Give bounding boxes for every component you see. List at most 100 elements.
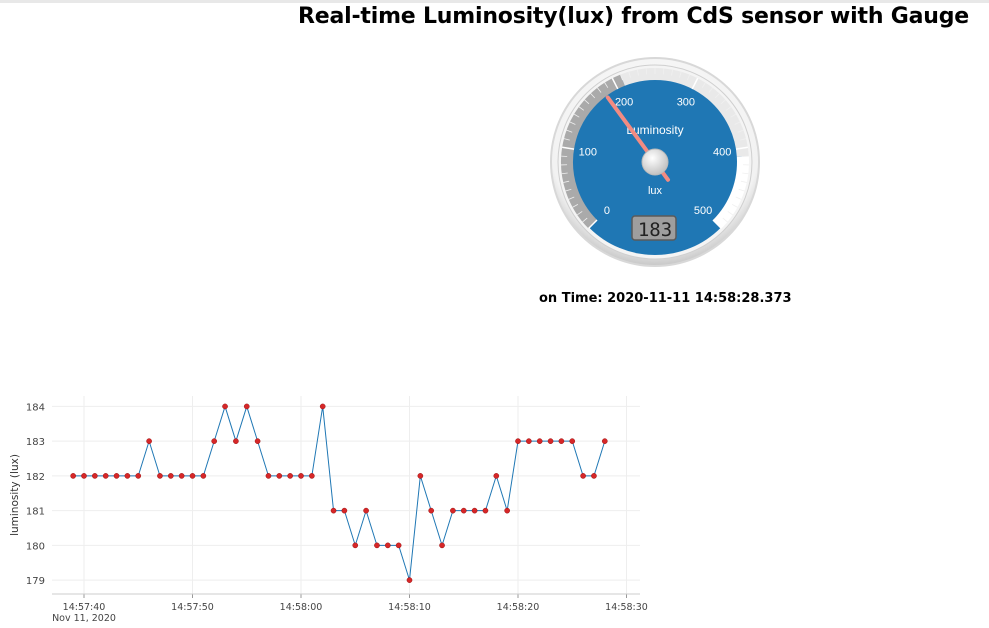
gauge-tick-label: 400 bbox=[713, 146, 731, 158]
data-point bbox=[515, 438, 521, 444]
y-tick-label: 180 bbox=[26, 541, 45, 552]
gauge-tick-label: 500 bbox=[694, 205, 712, 217]
y-axis-label: luminosity (lux) bbox=[9, 454, 21, 536]
gauge-minor-tick bbox=[577, 211, 583, 216]
x-tick-label: 14:58:10 bbox=[388, 602, 431, 613]
gauge-minor-tick bbox=[561, 172, 568, 175]
data-point bbox=[135, 473, 142, 479]
gauge-minor-tick bbox=[671, 69, 674, 76]
gauge-minor-tick bbox=[708, 87, 713, 93]
gauge-major-tick bbox=[611, 77, 619, 90]
gauge-minor-tick bbox=[573, 113, 580, 118]
gauge-minor-tick bbox=[572, 204, 579, 208]
data-point bbox=[536, 438, 543, 444]
data-point bbox=[341, 507, 348, 514]
gauge-minor-tick bbox=[679, 71, 682, 78]
gauge-units: lux bbox=[648, 185, 663, 197]
gauge-major-tick bbox=[562, 146, 575, 150]
gauge-minor-tick bbox=[742, 172, 749, 175]
gauge-major-tick bbox=[712, 219, 722, 229]
gauge-tick-label: 100 bbox=[579, 146, 597, 158]
data-point bbox=[92, 473, 98, 479]
data-point bbox=[330, 507, 337, 514]
gauge-minor-tick bbox=[590, 93, 596, 99]
data-point bbox=[243, 403, 250, 410]
data-point bbox=[102, 473, 109, 479]
gauge-tick-label: 200 bbox=[615, 96, 633, 108]
data-point bbox=[222, 403, 228, 410]
gauge-low-band bbox=[561, 74, 625, 229]
gauge-minor-tick bbox=[740, 138, 747, 141]
gauge-major-tick bbox=[588, 219, 598, 229]
data-point bbox=[374, 542, 380, 549]
data-point bbox=[276, 473, 283, 479]
data-point bbox=[558, 438, 565, 444]
data-point bbox=[319, 403, 326, 410]
data-point bbox=[504, 507, 510, 514]
gauge-minor-tick bbox=[731, 204, 738, 208]
gauge-minor-tick bbox=[563, 180, 570, 183]
gauge-minor-tick bbox=[568, 196, 575, 200]
y-tick-label: 182 bbox=[26, 472, 45, 483]
gauge-minor-tick bbox=[566, 129, 573, 133]
gauge-title: Luminosity bbox=[626, 123, 683, 137]
y-tick-label: 179 bbox=[26, 576, 45, 587]
data-point bbox=[254, 438, 261, 444]
gauge-minor-tick bbox=[569, 121, 576, 125]
gauge-minor-tick bbox=[735, 196, 742, 200]
data-point bbox=[363, 507, 369, 514]
x-date-label: Nov 11, 2020 bbox=[52, 613, 116, 624]
data-point bbox=[157, 473, 163, 479]
gauge-needle-cap bbox=[641, 148, 669, 176]
gauge-minor-tick bbox=[701, 82, 706, 88]
data-point bbox=[265, 473, 272, 479]
gauge-minor-tick bbox=[578, 106, 585, 111]
data-point bbox=[460, 507, 467, 514]
x-tick-label: 14:58:20 bbox=[497, 602, 540, 613]
data-point bbox=[70, 473, 76, 479]
data-point bbox=[384, 542, 391, 549]
data-point bbox=[591, 473, 597, 479]
y-tick-label: 181 bbox=[26, 507, 45, 518]
gauge-minor-tick bbox=[597, 87, 602, 93]
gauge-minor-tick bbox=[604, 82, 609, 88]
data-point bbox=[428, 507, 435, 514]
gauge-minor-tick bbox=[720, 99, 726, 105]
gauge-minor-tick bbox=[582, 217, 588, 223]
gauge-minor-tick bbox=[722, 217, 728, 223]
gauge-minor-tick bbox=[645, 68, 648, 75]
data-point bbox=[526, 438, 532, 444]
x-tick-label: 14:57:40 bbox=[63, 602, 106, 613]
data-point bbox=[602, 438, 608, 444]
gauge-major-tick bbox=[735, 146, 748, 150]
data-point bbox=[395, 542, 402, 549]
data-point bbox=[211, 438, 217, 444]
gauge-minor-tick bbox=[565, 188, 572, 192]
data-point bbox=[178, 473, 185, 479]
gauge-minor-tick bbox=[687, 74, 690, 81]
x-tick-label: 14:58:00 bbox=[280, 602, 323, 613]
gauge-minor-tick bbox=[737, 129, 744, 133]
data-point bbox=[124, 473, 131, 479]
gauge-minor-tick bbox=[636, 69, 639, 76]
data-point bbox=[406, 577, 413, 583]
data-point bbox=[298, 473, 304, 479]
gauge-tick-label: 0 bbox=[604, 205, 610, 217]
data-point bbox=[439, 542, 445, 549]
data-point bbox=[493, 473, 500, 479]
data-point bbox=[287, 473, 293, 479]
page-title: Real-time Luminosity(lux) from CdS senso… bbox=[298, 4, 969, 29]
gauge-minor-tick bbox=[628, 71, 631, 78]
gauge-major-tick bbox=[691, 77, 699, 90]
gauge-minor-tick bbox=[727, 211, 733, 216]
gauge-minor-tick bbox=[725, 106, 732, 111]
gauge-minor-tick bbox=[620, 74, 623, 81]
y-tick-label: 184 bbox=[26, 402, 45, 413]
gauge-minor-tick bbox=[563, 138, 570, 141]
data-point bbox=[189, 473, 196, 479]
gauge-minor-tick bbox=[734, 121, 741, 125]
gauge-high-band bbox=[712, 156, 749, 229]
data-point bbox=[471, 507, 478, 514]
y-tick-label: 183 bbox=[26, 437, 45, 448]
gauge-minor-tick bbox=[730, 113, 737, 118]
